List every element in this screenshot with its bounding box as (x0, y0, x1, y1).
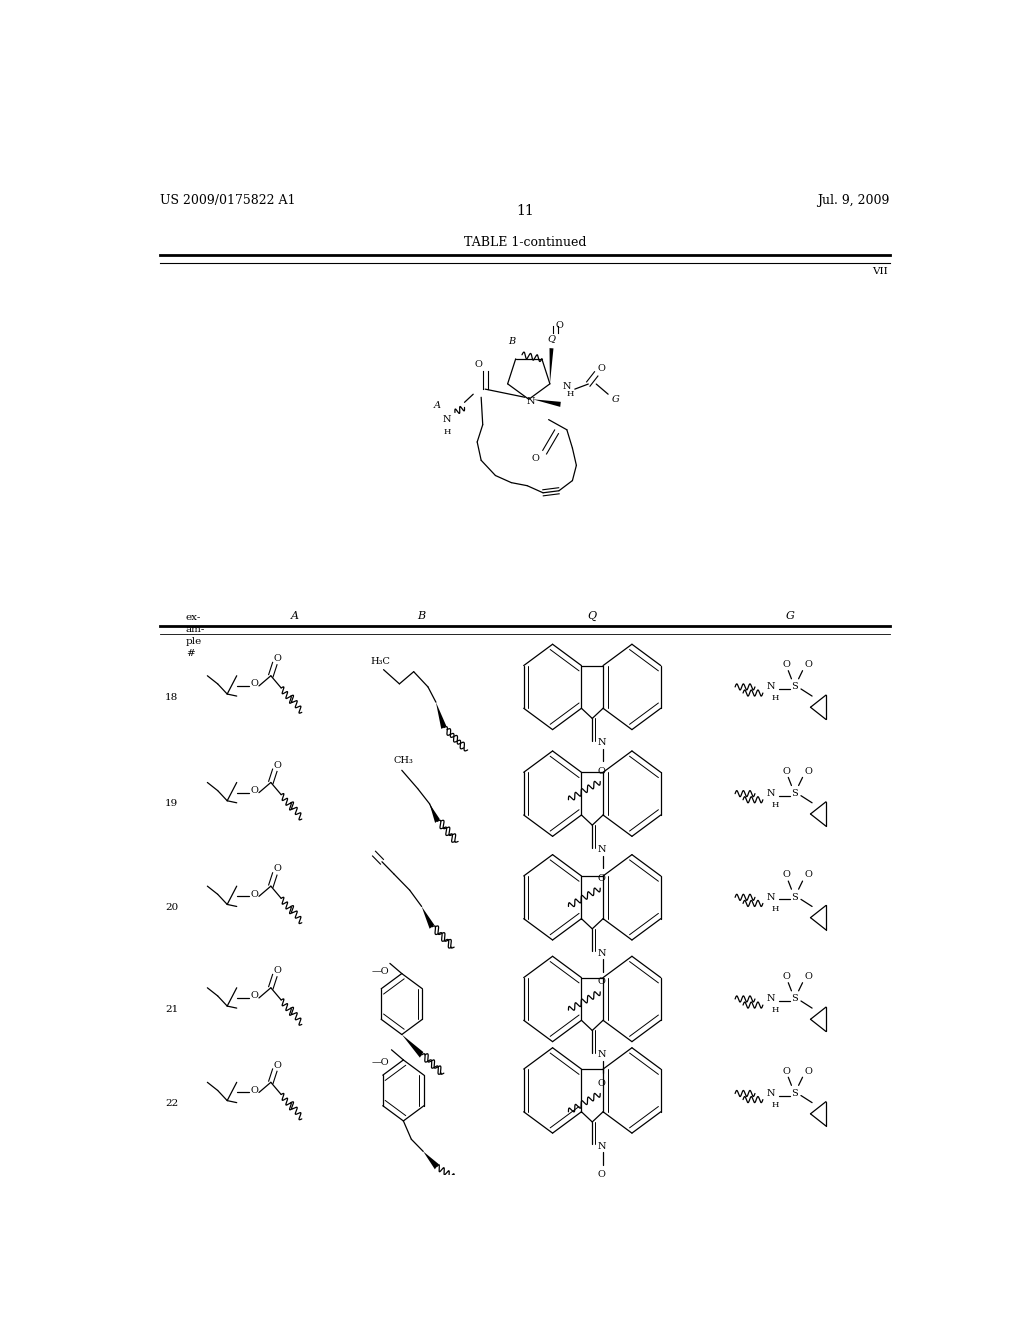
Text: 21: 21 (165, 1005, 178, 1014)
Text: O: O (598, 874, 606, 883)
Text: N: N (767, 994, 775, 1003)
Text: N: N (598, 1051, 606, 1060)
Text: H: H (566, 391, 573, 399)
Text: S: S (792, 789, 798, 799)
Text: S: S (792, 892, 798, 902)
Text: S: S (792, 1089, 798, 1098)
Polygon shape (436, 702, 446, 729)
Text: N: N (598, 845, 606, 854)
Text: O: O (250, 787, 258, 795)
Text: O: O (598, 767, 606, 776)
Text: S: S (792, 682, 798, 692)
Text: O: O (782, 767, 791, 776)
Text: O: O (273, 653, 282, 663)
Text: O: O (598, 1171, 606, 1179)
Text: H₃C: H₃C (370, 657, 390, 667)
Text: O: O (805, 767, 813, 776)
Text: H: H (772, 1101, 779, 1109)
Text: N: N (767, 682, 775, 692)
Text: N: N (598, 1142, 606, 1151)
Text: O: O (250, 991, 258, 1001)
Text: O: O (250, 1086, 258, 1094)
Polygon shape (532, 399, 561, 407)
Text: O: O (250, 890, 258, 899)
Polygon shape (422, 907, 434, 929)
Text: O: O (531, 454, 539, 463)
Text: B: B (508, 337, 515, 346)
Text: N: N (767, 892, 775, 902)
Text: US 2009/0175822 A1: US 2009/0175822 A1 (160, 194, 295, 207)
Text: G: G (786, 611, 795, 620)
Text: N: N (562, 381, 571, 391)
Text: O: O (782, 1067, 791, 1076)
Text: N: N (598, 949, 606, 958)
Text: O: O (782, 660, 791, 669)
Text: #: # (186, 649, 195, 659)
Text: B: B (418, 611, 426, 620)
Text: A: A (291, 611, 299, 620)
Polygon shape (550, 348, 553, 384)
Text: O: O (273, 760, 282, 770)
Text: Jul. 9, 2009: Jul. 9, 2009 (817, 194, 890, 207)
Text: ple: ple (186, 638, 202, 647)
Text: O: O (555, 321, 563, 330)
Text: N: N (442, 414, 452, 424)
Text: H: H (443, 428, 451, 436)
Text: 19: 19 (165, 800, 178, 808)
Text: H: H (772, 801, 779, 809)
Text: O: O (273, 865, 282, 874)
Polygon shape (430, 804, 440, 822)
Text: TABLE 1-continued: TABLE 1-continued (464, 236, 586, 248)
Text: O: O (782, 870, 791, 879)
Text: CH₃: CH₃ (394, 755, 414, 764)
Text: O: O (805, 972, 813, 981)
Text: Q: Q (588, 611, 597, 620)
Text: O: O (273, 1060, 282, 1069)
Text: H: H (772, 694, 779, 702)
Text: 20: 20 (165, 903, 178, 912)
Text: 11: 11 (516, 205, 534, 218)
Text: O: O (273, 966, 282, 975)
Text: H: H (772, 904, 779, 912)
Text: O: O (250, 680, 258, 688)
Text: 18: 18 (165, 693, 178, 702)
Text: O: O (805, 1067, 813, 1076)
Text: O: O (805, 870, 813, 879)
Text: am-: am- (186, 626, 205, 634)
Text: Q: Q (548, 334, 555, 343)
Text: O: O (597, 364, 605, 374)
Text: O: O (805, 660, 813, 669)
Text: G: G (612, 395, 620, 404)
Text: N: N (526, 397, 535, 405)
Text: O: O (598, 1078, 606, 1088)
Text: N: N (598, 738, 606, 747)
Text: N: N (767, 789, 775, 799)
Polygon shape (423, 1151, 438, 1170)
Text: N: N (767, 1089, 775, 1098)
Polygon shape (401, 1035, 423, 1057)
Text: O: O (598, 977, 606, 986)
Text: VII: VII (871, 267, 888, 276)
Text: —O: —O (372, 1059, 389, 1068)
Text: H: H (772, 1006, 779, 1014)
Text: —O: —O (372, 968, 389, 975)
Text: S: S (792, 994, 798, 1003)
Text: ex-: ex- (186, 612, 202, 622)
Text: 22: 22 (165, 1100, 178, 1109)
Text: O: O (782, 972, 791, 981)
Text: A: A (434, 401, 441, 411)
Text: O: O (475, 360, 482, 370)
